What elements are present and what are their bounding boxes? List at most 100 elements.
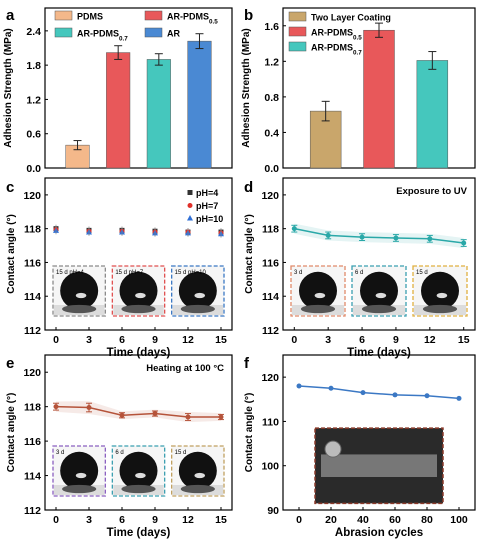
legend-swatch — [144, 27, 163, 38]
droplet-reflection — [121, 484, 156, 494]
droplet-highlight — [75, 292, 87, 299]
legend-marker — [187, 203, 193, 208]
droplet — [60, 271, 99, 310]
droplet — [119, 271, 158, 310]
inset-label: 3 d — [294, 270, 302, 276]
x-tick-label: 0 — [53, 334, 59, 346]
y-tick-label: 0.4 — [264, 127, 279, 139]
panel-letter: e — [6, 355, 14, 372]
droplet-reflection — [62, 484, 97, 494]
x-tick-label: 40 — [357, 514, 369, 526]
y-tick-label: 114 — [24, 291, 41, 303]
data-point — [325, 232, 331, 238]
data-point — [461, 240, 467, 246]
panel-letter: d — [244, 179, 253, 196]
inset-label: 15 d pH=4 — [56, 270, 85, 276]
series-line — [55, 405, 221, 418]
y-tick-label: 120 — [261, 190, 279, 202]
x-tick-label: 0 — [291, 334, 297, 346]
droplet-highlight — [375, 292, 387, 299]
y-tick-label: 2.4 — [26, 26, 41, 38]
plot-frame — [282, 354, 476, 511]
legend-marker — [187, 190, 193, 195]
panel-letter: f — [244, 355, 250, 372]
y-tick-label: 120 — [261, 372, 279, 384]
inset-label: 15 d — [416, 270, 428, 276]
data-point — [456, 395, 462, 401]
data-point — [424, 393, 430, 399]
data-point — [119, 412, 125, 418]
inset-label: 15 d pH=10 — [175, 270, 207, 276]
data-point — [185, 414, 191, 420]
panel-b: b 0.0 0.4 0.8 1.2 1.6 Adhesion Strength (MPa) T… — [241, 7, 476, 175]
inset-label: 6 d — [115, 450, 123, 456]
inset-label: 6 d — [355, 270, 363, 276]
x-tick-label: 6 — [119, 514, 125, 526]
x-tick-label: 60 — [389, 514, 401, 526]
y-tick-label: 0.6 — [26, 129, 41, 141]
data-point — [393, 235, 399, 241]
x-tick-label: 15 — [215, 514, 227, 526]
droplet-reflection — [300, 304, 336, 314]
data-point — [392, 392, 398, 398]
y-tick-label: 1.2 — [264, 56, 279, 68]
x-tick-label: 3 — [86, 514, 92, 526]
data-point — [86, 405, 92, 411]
legend-label: AR-PDMS0.7 — [77, 29, 128, 43]
abrasion-weight — [324, 440, 342, 458]
panel-c: c 0 3 6 9 12 15 112 114 116 118 120 Time (days) Conta… — [6, 177, 233, 359]
x-axis-label: Time (days) — [107, 347, 171, 359]
error-band — [294, 223, 464, 249]
legend-label: pH=10 — [196, 214, 223, 224]
y-axis-label: Contact angle (°) — [244, 393, 255, 473]
y-tick-label: 1.2 — [26, 94, 41, 106]
droplet-reflection — [180, 304, 215, 314]
data-point — [218, 414, 224, 420]
data-point — [359, 234, 365, 240]
plot-frame — [44, 7, 233, 169]
legend-label: Two Layer Coating — [311, 13, 391, 23]
data-point — [291, 226, 297, 232]
droplet-reflection — [62, 304, 97, 314]
panel-a: a 0.0 0.6 1.2 1.8 2.4 Adhesion Strength (MPa) P… — [3, 7, 233, 175]
y-tick-label: 112 — [24, 505, 41, 517]
plot-frame — [44, 177, 233, 331]
x-tick-label: 12 — [424, 334, 436, 346]
y-tick-label: 1.8 — [26, 60, 41, 72]
legend-swatch — [144, 10, 163, 21]
droplet-highlight — [135, 472, 146, 479]
droplet — [178, 271, 217, 310]
data-point — [53, 404, 59, 410]
x-tick-label: 9 — [393, 334, 399, 346]
x-tick-label: 12 — [182, 514, 194, 526]
series-line — [294, 227, 464, 244]
y-tick-label: 116 — [24, 257, 41, 269]
droplet — [421, 271, 459, 310]
x-tick-label: 15 — [215, 334, 227, 346]
y-tick-label: 118 — [24, 224, 41, 236]
droplet-reflection — [121, 304, 156, 314]
y-tick-label: 120 — [23, 367, 41, 379]
y-tick-label: 0.0 — [26, 163, 41, 175]
droplet-highlight — [436, 292, 448, 299]
bar — [146, 59, 171, 169]
droplet-highlight — [194, 292, 206, 299]
y-tick-label: 116 — [262, 257, 279, 269]
droplet-reflection — [180, 484, 215, 494]
droplet-reflection — [422, 304, 458, 314]
droplet — [178, 451, 217, 490]
plot-frame — [44, 354, 233, 511]
x-tick-label: 0 — [53, 514, 59, 526]
x-axis-label: Time (days) — [107, 527, 171, 539]
legend-label: AR-PDMS0.5 — [311, 28, 362, 42]
inset-label: 15 d — [175, 450, 187, 456]
legend-swatch — [288, 41, 307, 52]
panel-annotation: Heating at 100 °C — [146, 363, 224, 374]
droplet — [360, 271, 398, 310]
panel-f: f 0 20 40 60 80 100 90 100 110 120 Abrasion cycles C… — [244, 354, 476, 539]
y-axis-label: Adhesion Strength (MPa) — [3, 28, 14, 147]
panel-letter: c — [6, 179, 14, 196]
x-tick-label: 3 — [325, 334, 331, 346]
y-tick-label: 100 — [261, 461, 279, 473]
